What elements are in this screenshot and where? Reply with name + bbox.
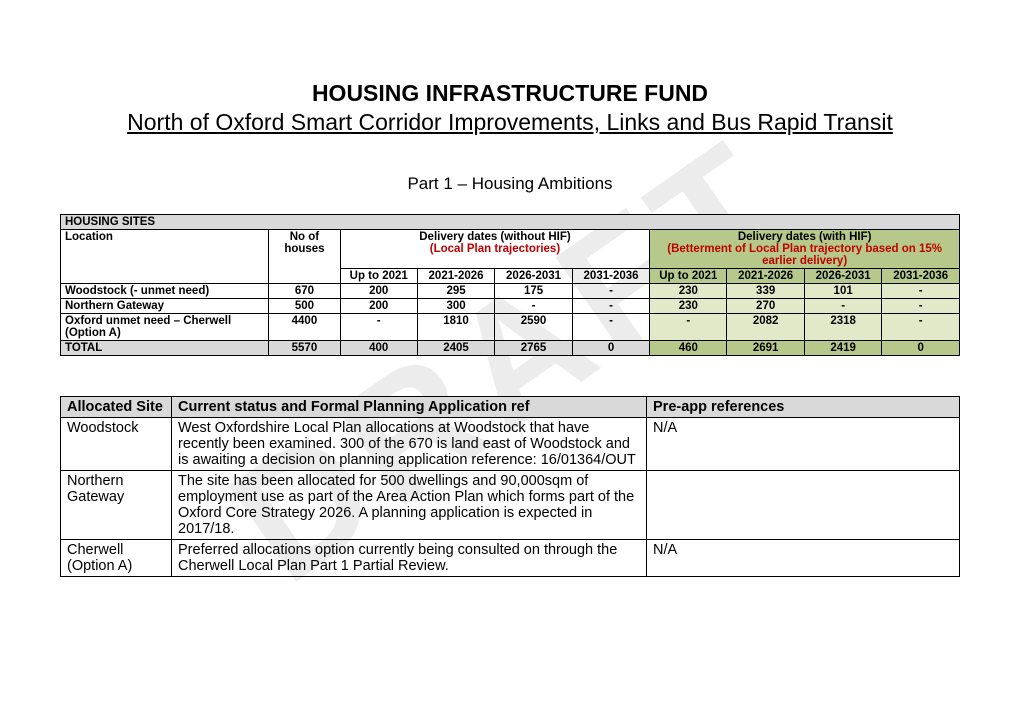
t1-houses: 500 (269, 299, 340, 314)
t1-period-w2: 2026-2031 (495, 269, 573, 284)
t1-h0: 230 (650, 284, 727, 299)
t1-th2: 2419 (804, 341, 882, 356)
t1-w3: - (572, 284, 650, 299)
t1-th1: 2691 (727, 341, 805, 356)
t2-site: Northern Gateway (61, 471, 172, 540)
t1-w2: 175 (495, 284, 573, 299)
t2-status: West Oxfordshire Local Plan allocations … (172, 418, 647, 471)
t1-total-label: TOTAL (61, 341, 269, 356)
t1-period-w0: Up to 2021 (340, 269, 417, 284)
t1-w1: 295 (417, 284, 495, 299)
page-content: HOUSING INFRASTRUCTURE FUND North of Oxf… (0, 0, 1020, 617)
t1-loc: Northern Gateway (61, 299, 269, 314)
t1-hdr-with: Delivery dates (with HIF) (Betterment of… (650, 230, 960, 269)
t1-hdr-without-title: Delivery dates (without HIF) (419, 231, 570, 243)
t2-hdr-status: Current status and Formal Planning Appli… (172, 397, 647, 418)
t1-total-houses: 5570 (269, 341, 340, 356)
allocated-site-table: Allocated Site Current status and Formal… (60, 396, 960, 577)
t2-status: Preferred allocations option currently b… (172, 540, 647, 577)
t2-hdr-preapp: Pre-app references (647, 397, 960, 418)
t1-th0: 460 (650, 341, 727, 356)
t1-period-h0: Up to 2021 (650, 269, 727, 284)
t1-w3: - (572, 299, 650, 314)
t1-h0: - (650, 314, 727, 341)
t1-h2: 101 (804, 284, 882, 299)
t1-period-h1: 2021-2026 (727, 269, 805, 284)
t1-banner: HOUSING SITES (61, 215, 960, 230)
t2-preapp: N/A (647, 540, 960, 577)
t2-preapp: N/A (647, 418, 960, 471)
t1-h2: 2318 (804, 314, 882, 341)
t1-period-w1: 2021-2026 (417, 269, 495, 284)
t2-preapp (647, 471, 960, 540)
table-row: Woodstock West Oxfordshire Local Plan al… (61, 418, 960, 471)
t1-w1: 1810 (417, 314, 495, 341)
t1-period-h3: 2031-2036 (882, 269, 960, 284)
table-total-row: TOTAL 5570 400 2405 2765 0 460 2691 2419… (61, 341, 960, 356)
t1-hdr-with-sub: (Betterment of Local Plan trajectory bas… (667, 243, 942, 267)
t1-h1: 2082 (727, 314, 805, 341)
t1-houses: 4400 (269, 314, 340, 341)
t1-w2: - (495, 299, 573, 314)
t1-tw1: 2405 (417, 341, 495, 356)
t1-h3: - (882, 299, 960, 314)
t1-w0: 200 (340, 299, 417, 314)
t1-tw0: 400 (340, 341, 417, 356)
table-row: Northern Gateway The site has been alloc… (61, 471, 960, 540)
t1-hdr-with-title: Delivery dates (with HIF) (738, 231, 872, 243)
t1-th3: 0 (882, 341, 960, 356)
t1-hdr-without: Delivery dates (without HIF) (Local Plan… (340, 230, 650, 269)
t1-loc: Oxford unmet need – Cherwell (Option A) (61, 314, 269, 341)
t1-w0: 200 (340, 284, 417, 299)
t1-h0: 230 (650, 299, 727, 314)
t2-status: The site has been allocated for 500 dwel… (172, 471, 647, 540)
t1-hdr-houses: No of houses (269, 230, 340, 284)
t1-hdr-location: Location (61, 230, 269, 284)
t1-h3: - (882, 314, 960, 341)
part-label: Part 1 – Housing Ambitions (60, 174, 960, 194)
table-row: Oxford unmet need – Cherwell (Option A) … (61, 314, 960, 341)
t1-w2: 2590 (495, 314, 573, 341)
t1-houses: 670 (269, 284, 340, 299)
t1-h3: - (882, 284, 960, 299)
t1-h2: - (804, 299, 882, 314)
housing-sites-table: HOUSING SITES Location No of houses Deli… (60, 214, 960, 356)
doc-title: HOUSING INFRASTRUCTURE FUND (60, 80, 960, 107)
t1-period-w3: 2031-2036 (572, 269, 650, 284)
t1-hdr-without-sub: (Local Plan trajectories) (430, 243, 560, 255)
t1-w1: 300 (417, 299, 495, 314)
t2-site: Cherwell (Option A) (61, 540, 172, 577)
t2-site: Woodstock (61, 418, 172, 471)
t1-h1: 339 (727, 284, 805, 299)
t1-h1: 270 (727, 299, 805, 314)
t1-period-h2: 2026-2031 (804, 269, 882, 284)
t1-loc: Woodstock (- unmet need) (61, 284, 269, 299)
doc-subtitle: North of Oxford Smart Corridor Improveme… (60, 109, 960, 136)
table-row: Woodstock (- unmet need) 670 200 295 175… (61, 284, 960, 299)
t2-hdr-site: Allocated Site (61, 397, 172, 418)
t1-w0: - (340, 314, 417, 341)
t1-tw2: 2765 (495, 341, 573, 356)
table-row: Northern Gateway 500 200 300 - - 230 270… (61, 299, 960, 314)
table-row: Cherwell (Option A) Preferred allocation… (61, 540, 960, 577)
t1-tw3: 0 (572, 341, 650, 356)
t1-w3: - (572, 314, 650, 341)
